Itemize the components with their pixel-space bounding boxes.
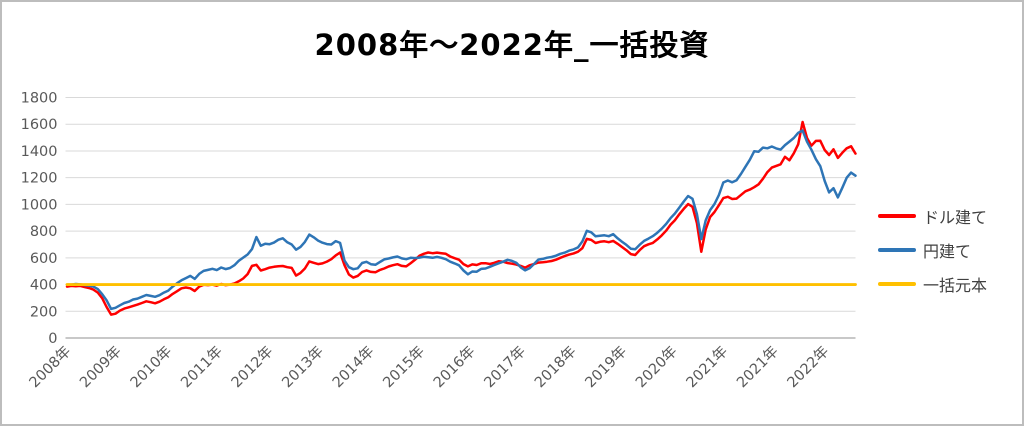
legend-label-usd: ドル建て bbox=[923, 207, 988, 227]
x-tick-label-1: 2009年 bbox=[76, 343, 124, 391]
y-tick-label-400: 400 bbox=[30, 278, 58, 294]
y-tick-label-1800: 1800 bbox=[21, 91, 58, 107]
x-tick-label-0: 2008年 bbox=[26, 343, 74, 391]
x-tick-label-3: 2011年 bbox=[178, 343, 226, 391]
x-tick-label-2: 2010年 bbox=[127, 343, 175, 391]
y-tick-label-1000: 1000 bbox=[21, 197, 58, 213]
x-tick-label-7: 2015年 bbox=[380, 343, 428, 391]
legend-item-usd: ドル建て bbox=[878, 206, 988, 227]
principal-line-swatch bbox=[878, 281, 916, 286]
legend-label-jpy: 円建て bbox=[923, 241, 972, 261]
y-tick-label-1600: 1600 bbox=[21, 117, 58, 133]
usd-line-swatch bbox=[878, 213, 916, 218]
x-tick-label-11: 2019年 bbox=[582, 343, 630, 391]
x-tick-label-6: 2014年 bbox=[329, 343, 377, 391]
x-tick-label-8: 2016年 bbox=[430, 343, 478, 391]
x-tick-label-13: 2021年 bbox=[683, 343, 731, 391]
series-line-jpy bbox=[65, 129, 857, 311]
chart-legend: ドル建て 円建て 一括元本 bbox=[878, 206, 988, 295]
x-tick-label-10: 2018年 bbox=[531, 343, 579, 391]
legend-item-jpy: 円建て bbox=[878, 240, 987, 261]
y-tick-label-1400: 1400 bbox=[21, 144, 58, 160]
x-tick-label-14: 2021年 bbox=[733, 343, 781, 391]
x-tick-label-5: 2013年 bbox=[279, 343, 327, 391]
legend-item-principal: 一括元本 bbox=[878, 274, 988, 295]
jpy-line-swatch bbox=[878, 247, 916, 252]
x-tick-label-9: 2017年 bbox=[481, 343, 529, 391]
y-tick-label-1200: 1200 bbox=[21, 171, 58, 187]
x-tick-label-4: 2012年 bbox=[228, 343, 276, 391]
y-tick-label-0: 0 bbox=[48, 331, 57, 347]
x-tick-label-15: 2022年 bbox=[784, 343, 832, 391]
y-tick-label-800: 800 bbox=[30, 224, 58, 240]
y-tick-label-200: 200 bbox=[30, 304, 58, 320]
y-tick-label-600: 600 bbox=[30, 251, 58, 267]
series-line-usd bbox=[65, 120, 857, 316]
x-tick-label-12: 2020年 bbox=[632, 343, 680, 391]
chart-title: 2008年～2022年_一括投資 bbox=[314, 28, 710, 62]
legend-label-principal: 一括元本 bbox=[923, 275, 988, 295]
